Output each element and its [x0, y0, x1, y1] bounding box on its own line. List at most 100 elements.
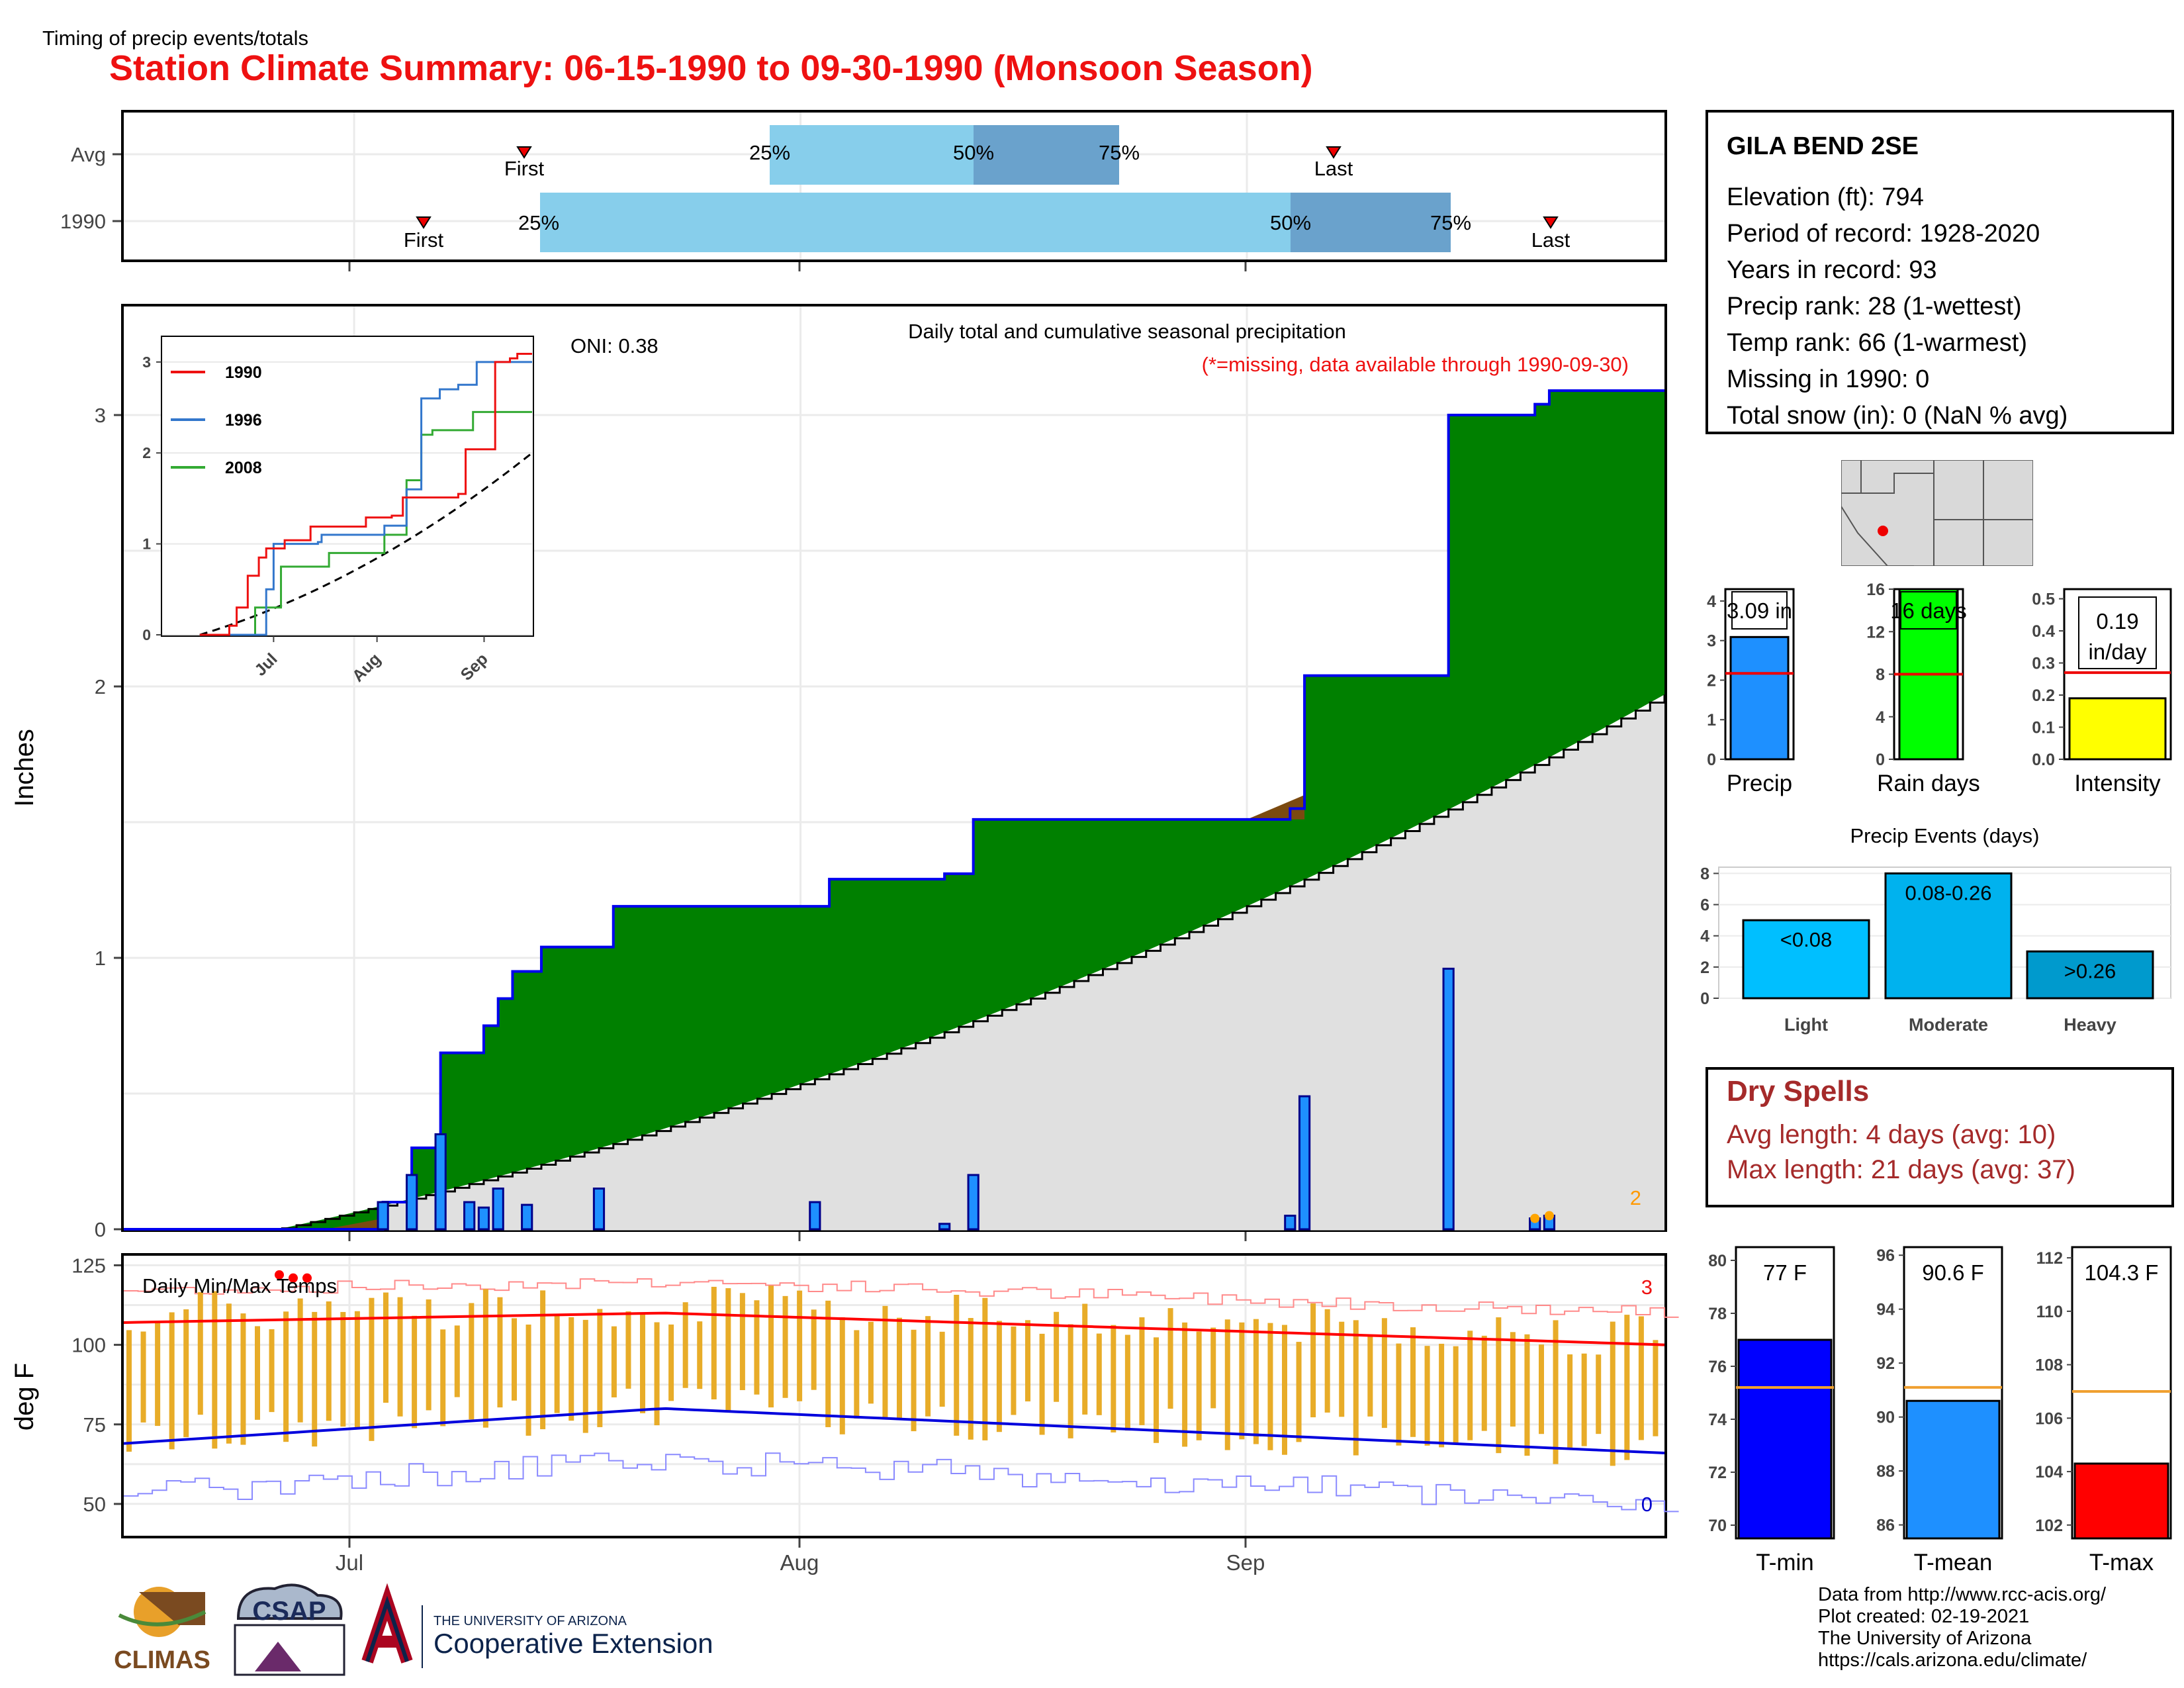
temps-ytick-0: 50	[83, 1493, 106, 1516]
temp-bar-4	[183, 1309, 189, 1438]
mini-temp-2: 102 104 106 108 110 112 104.3 F T-max	[2035, 1246, 2172, 1575]
temp-bar-36	[640, 1314, 645, 1413]
avg-last-marker	[1326, 146, 1342, 159]
temp-bar-15	[340, 1311, 346, 1427]
daily-bar-5	[492, 1188, 504, 1231]
temp-bar-107	[1653, 1340, 1659, 1436]
mini-temp-2-tick-1: 104	[2035, 1463, 2063, 1481]
inset-2008-line	[199, 410, 532, 636]
precip-ytick-3: 3	[95, 404, 106, 427]
mini-precip-1-tick-2: 8	[1876, 666, 1885, 684]
mini-temp-2-tick-3: 108	[2035, 1356, 2063, 1375]
temp-bar-80	[1267, 1323, 1273, 1450]
temp-bar-79	[1253, 1319, 1259, 1444]
events-tick-0: 0	[1700, 990, 1709, 1008]
temps-panel	[121, 1253, 1667, 1538]
avg-p50-label: 50%	[953, 141, 994, 164]
credit-university: The University of Arizona	[1818, 1628, 2032, 1649]
temp-bar-67	[1082, 1303, 1088, 1415]
mini-precip-2-unit: in/day	[2088, 639, 2147, 664]
daily-bar-0	[377, 1201, 389, 1231]
events-tick-2: 4	[1700, 927, 1709, 946]
climas-logo: CLIMAS	[114, 1587, 210, 1674]
temp-bar-34	[611, 1326, 617, 1397]
avg-25-50-bar	[770, 125, 974, 185]
temp-bar-103	[1596, 1354, 1602, 1434]
events-range-1: 0.08-0.26	[1905, 881, 1992, 904]
temp-bar-3	[169, 1312, 175, 1450]
mini-temp-1-tick-1: 88	[1876, 1462, 1895, 1481]
inset-1990-line	[199, 353, 532, 636]
mini-temp-2-value: 104.3 F	[2085, 1260, 2159, 1285]
events-tick-4: 8	[1700, 865, 1709, 883]
timing-row-avg: Avg	[71, 143, 106, 166]
inset-ytick-2: 2	[142, 444, 151, 461]
mini-temp-0-tick-3: 76	[1708, 1358, 1727, 1376]
mini-temp-2-tick-0: 102	[2035, 1517, 2063, 1535]
temps-chart: 50 75 100 125 Daily Min/Max Temps 3 0 deg F…	[10, 1254, 1679, 1575]
events-label-2: Heavy	[2064, 1015, 2116, 1035]
mini-temp-1-label: T-mean	[1914, 1550, 1993, 1575]
events-label-1: Moderate	[1909, 1015, 1988, 1035]
temp-bar-7	[226, 1303, 232, 1444]
avg-p25-label: 25%	[749, 141, 790, 164]
mini-temp-1-tick-0: 86	[1876, 1517, 1895, 1535]
temp-bar-62	[1011, 1326, 1017, 1415]
temp-bar-42	[725, 1288, 731, 1412]
temp-bar-91	[1424, 1346, 1430, 1446]
temp-bar-17	[369, 1297, 375, 1441]
daily-bar-13	[1442, 967, 1455, 1231]
temp-bar-72	[1154, 1337, 1159, 1443]
temp-bar-64	[1039, 1333, 1045, 1435]
temp-bar-76	[1210, 1327, 1216, 1409]
daily-bar-4	[477, 1206, 490, 1231]
events-range-2: >0.26	[2064, 959, 2116, 982]
mini-precip-0-tick-4: 4	[1707, 592, 1716, 611]
station-info-box	[1706, 110, 2174, 434]
daily-bar-7	[592, 1188, 606, 1231]
temp-bar-98	[1524, 1334, 1530, 1456]
daily-bar-6	[521, 1203, 533, 1231]
temp-bar-90	[1410, 1327, 1416, 1437]
credits: Data from http://www.rcc-acis.org/ Plot …	[1818, 1584, 2106, 1671]
temp-bar-21	[426, 1299, 432, 1411]
temp-bar-47	[797, 1290, 803, 1401]
temp-bar-65	[1054, 1311, 1060, 1402]
corner-count: 2	[1630, 1186, 1641, 1209]
temp-bar-73	[1167, 1308, 1173, 1409]
temp-bar-74	[1182, 1322, 1188, 1447]
temp-bar-84	[1324, 1309, 1330, 1413]
mini-precip-2-label: Intensity	[2074, 771, 2161, 796]
temp-bar-53	[882, 1305, 888, 1420]
mini-precip-0-tick-0: 0	[1707, 751, 1716, 769]
credit-plot-created: Plot created: 02-19-2021	[1818, 1606, 2030, 1627]
mini-temp-1-tick-2: 90	[1876, 1409, 1895, 1427]
mini-temp-0: 70 72 74 76 78 80 77 F T-min	[1708, 1246, 1835, 1575]
dry-spells-box	[1706, 1067, 2174, 1207]
events-bar-heavy	[2026, 950, 2154, 1000]
events-label-0: Light	[1784, 1015, 1828, 1035]
mini-temp-0-value: 77 F	[1763, 1260, 1807, 1285]
y1990-last-marker	[1543, 216, 1559, 229]
temp-bar-83	[1310, 1303, 1316, 1418]
temp-bar-99	[1539, 1344, 1544, 1434]
bar-marker-1	[1544, 1211, 1554, 1221]
temp-bar-31	[569, 1317, 574, 1421]
temp-bar-43	[739, 1293, 745, 1390]
mini-precip-0-tick-1: 1	[1707, 711, 1716, 729]
daily-bars	[377, 967, 1556, 1231]
precip-ytick-0: 0	[95, 1218, 106, 1241]
temp-bar-44	[754, 1300, 760, 1395]
temp-bar-95	[1481, 1335, 1487, 1431]
temp-bar-87	[1367, 1335, 1373, 1417]
timing-chart: Timing of precip events/totals Avg 1990 …	[42, 26, 1664, 271]
csap-text: CSAP	[252, 1597, 326, 1626]
mini-temp-1-value: 90.6 F	[1922, 1260, 1984, 1285]
temp-bar-11	[283, 1311, 289, 1442]
temp-bar-63	[1025, 1320, 1030, 1402]
mini-precip-0-label: Precip	[1727, 771, 1792, 796]
station-location-dot	[1878, 526, 1888, 536]
temps-ytick-1: 75	[83, 1413, 106, 1436]
